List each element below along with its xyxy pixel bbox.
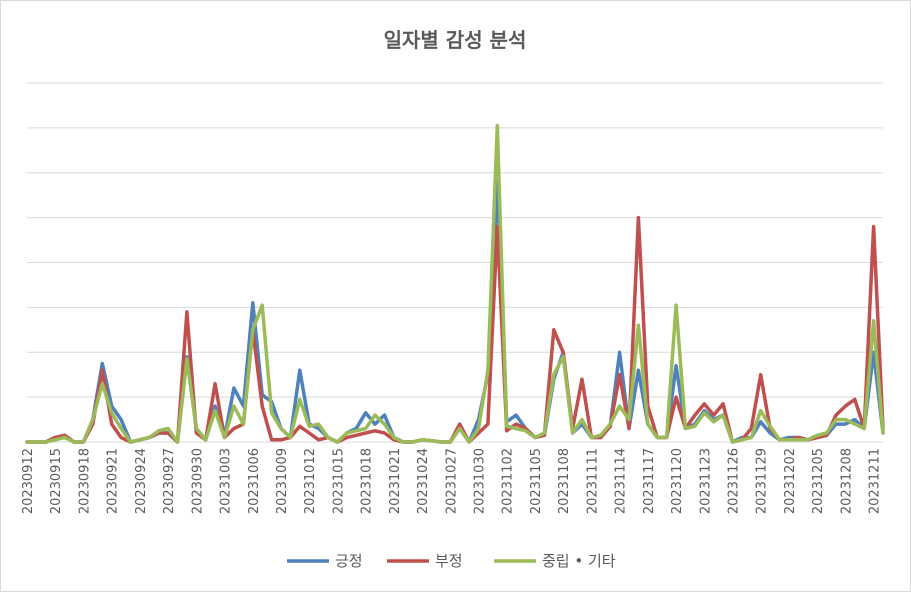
series-line-2: [25, 123, 885, 444]
gridlines: [27, 82, 883, 443]
legend: 긍정 부정 중립 • 기타: [287, 552, 616, 570]
x-tick-label: 20231102: [501, 448, 516, 514]
x-tick-label: 20231202: [783, 448, 798, 514]
x-tick-label: 20231003: [219, 448, 234, 514]
x-tick-label: 20231211: [868, 448, 883, 514]
x-tick-label: 20230912: [21, 448, 36, 514]
x-tick-label: 20231009: [275, 448, 290, 514]
x-axis-tick-labels: 20230912 20230915 20230918 20230921 20230924…: [21, 448, 883, 514]
x-tick-label: 20230918: [77, 448, 92, 514]
x-tick-label: 20231108: [557, 448, 572, 514]
chart-title: 일자별 감성 분석: [384, 28, 527, 52]
x-tick-label: 20231015: [331, 448, 346, 514]
x-tick-label: 20230930: [190, 448, 205, 514]
x-tick-label: 20231027: [444, 448, 459, 514]
series-line-1: [25, 215, 885, 444]
x-tick-label: 20231030: [473, 448, 488, 514]
legend-label: 부정: [435, 552, 463, 570]
x-tick-label: 20230915: [49, 448, 64, 514]
x-tick-label: 20231006: [247, 448, 262, 514]
x-tick-label: 20231114: [614, 448, 629, 514]
x-tick-label: 20231208: [839, 448, 854, 514]
x-tick-label: 20231123: [698, 448, 713, 514]
x-tick-label: 20231105: [529, 448, 544, 514]
x-tick-label: 20231111: [585, 448, 600, 514]
x-tick-label: 20231024: [416, 448, 431, 514]
x-tick-label: 20230924: [134, 448, 149, 514]
legend-label: 긍정: [335, 552, 363, 570]
x-tick-label: 20231120: [670, 448, 685, 514]
series-lines: [25, 123, 885, 444]
x-tick-label: 20231018: [360, 448, 375, 514]
x-tick-label: 20230927: [162, 448, 177, 514]
x-tick-label: 20230921: [106, 448, 121, 514]
x-tick-label: 20231129: [755, 448, 770, 514]
x-tick-label: 20231117: [642, 448, 657, 514]
x-tick-label: 20231126: [726, 448, 741, 514]
x-tick-label: 20231021: [388, 448, 403, 514]
x-tick-label: 20231012: [303, 448, 318, 514]
x-tick-label: 20231205: [811, 448, 826, 514]
legend-label: 중립 • 기타: [542, 552, 616, 570]
